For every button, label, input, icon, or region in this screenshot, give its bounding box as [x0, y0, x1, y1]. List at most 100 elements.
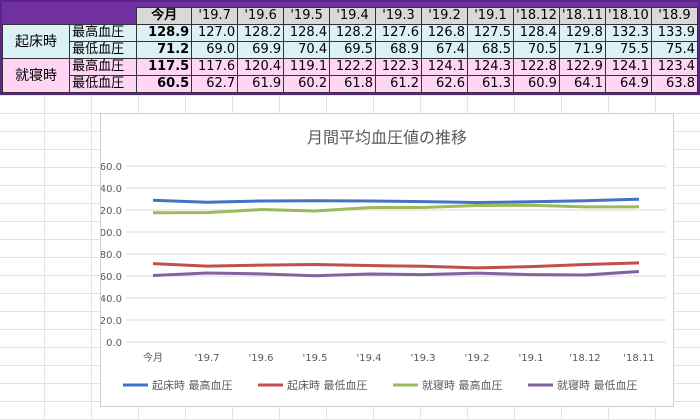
value-cell[interactable]: 117.6 [191, 58, 239, 76]
value-cell[interactable]: 70.5 [512, 41, 560, 59]
value-cell[interactable]: 122.8 [512, 58, 560, 76]
value-cell[interactable]: 122.9 [558, 58, 606, 76]
value-cell[interactable]: 123.4 [650, 58, 699, 76]
summary-table-area: 今月 '19.7'19.6'19.5'19.4'19.3'19.2'19.1'18… [0, 0, 700, 95]
x-tick-label: '19.1 [518, 353, 543, 364]
value-cell[interactable]: 133.9 [650, 24, 699, 42]
row-label: 最低血圧 [69, 41, 138, 59]
value-cell[interactable]: 68.9 [375, 41, 423, 59]
value-cell[interactable]: 64.1 [558, 75, 606, 93]
blood-pressure-table: 今月 '19.7'19.6'19.5'19.4'19.3'19.2'19.1'18… [1, 7, 699, 93]
value-cell[interactable]: 117.5 [136, 58, 193, 76]
value-cell[interactable]: 64.9 [604, 75, 652, 93]
month-header[interactable]: '18.12 [512, 7, 560, 25]
month-header[interactable]: '19.4 [329, 7, 377, 25]
value-cell[interactable]: 124.3 [467, 58, 514, 76]
series-line[interactable] [152, 261, 640, 270]
month-header[interactable]: '18.10 [604, 7, 652, 25]
value-cell[interactable]: 70.4 [283, 41, 331, 59]
value-cell[interactable]: 69.0 [191, 41, 239, 59]
legend-label[interactable]: 起床時 最低血圧 [287, 378, 368, 392]
value-cell[interactable]: 127.6 [375, 24, 423, 42]
value-cell[interactable]: 60.2 [283, 75, 331, 93]
value-cell[interactable]: 62.6 [421, 75, 468, 93]
value-cell[interactable]: 75.5 [604, 41, 652, 59]
y-tick-label: 160.0 [101, 162, 122, 173]
value-cell[interactable]: 120.4 [237, 58, 285, 76]
x-tick-label: 今月 [143, 351, 163, 364]
value-cell[interactable]: 128.4 [512, 24, 560, 42]
group-label: 就寝時 [1, 58, 71, 93]
line-chart[interactable]: 月間平均血圧値の推移 0.0 20.0 40.0 60.0 80.0 100.0 120.0 1… [100, 113, 674, 407]
legend-label[interactable]: 就寝時 最低血圧 [557, 378, 638, 392]
y-tick-label: 120.0 [101, 206, 122, 217]
month-header[interactable]: 今月 [136, 7, 193, 25]
value-cell[interactable]: 126.8 [421, 24, 468, 42]
row-label: 最高血圧 [69, 24, 138, 42]
value-cell[interactable]: 71.2 [136, 41, 193, 59]
x-tick-label: '19.6 [248, 353, 273, 364]
value-cell[interactable]: 128.2 [237, 24, 285, 42]
table-row: 就寝時 最高血圧 117.5 117.6 120.4 119.1 122.2 122.3 124… [1, 58, 699, 93]
x-tick-label: '18.12 [569, 353, 600, 364]
value-cell[interactable]: 63.8 [650, 75, 699, 93]
value-cell[interactable]: 69.5 [329, 41, 377, 59]
value-cell[interactable]: 60.9 [512, 75, 560, 93]
legend-label[interactable]: 起床時 最高血圧 [152, 378, 233, 392]
value-cell[interactable]: 61.8 [329, 75, 377, 93]
value-cell[interactable]: 122.3 [375, 58, 423, 76]
table-row: 最低血圧 60.5 62.7 61.9 60.2 61.8 61.2 62.6 61.3 60.9… [3, 75, 699, 93]
value-cell[interactable]: 61.9 [237, 75, 285, 93]
y-tick-label: 0.0 [106, 338, 122, 349]
value-cell[interactable]: 122.2 [329, 58, 377, 76]
y-tick-label: 20.0 [101, 316, 122, 327]
value-cell[interactable]: 119.1 [283, 58, 331, 76]
value-cell[interactable]: 67.4 [421, 41, 468, 59]
legend-label[interactable]: 就寝時 最高血圧 [422, 378, 503, 392]
y-tick-label: 100.0 [101, 228, 122, 239]
month-header[interactable]: '19.2 [421, 7, 468, 25]
month-header[interactable]: '19.7 [191, 7, 239, 25]
value-cell[interactable]: 129.8 [558, 24, 606, 42]
value-cell[interactable]: 127.0 [191, 24, 239, 42]
group-label: 起床時 [1, 24, 71, 59]
x-tick-label: '19.3 [410, 353, 435, 364]
x-tick-label: '19.5 [302, 353, 327, 364]
value-cell[interactable]: 60.5 [136, 75, 193, 93]
value-cell[interactable]: 124.1 [421, 58, 468, 76]
value-cell[interactable]: 62.7 [191, 75, 239, 93]
month-header[interactable]: '18.9 [650, 7, 699, 25]
corner-cell [3, 8, 137, 25]
value-cell[interactable]: 128.4 [283, 24, 331, 42]
series-line[interactable] [152, 269, 640, 278]
x-tick-label: '18.11 [623, 353, 654, 364]
table-row: 最低血圧 71.2 69.0 69.9 70.4 69.5 68.9 67.4 68.5 70.5… [3, 41, 699, 59]
value-cell[interactable]: 68.5 [467, 41, 514, 59]
month-header[interactable]: '18.11 [558, 7, 606, 25]
x-tick-label: '19.2 [464, 353, 489, 364]
x-tick-label: '19.7 [194, 353, 219, 364]
month-header[interactable]: '19.5 [283, 7, 331, 25]
x-tick-label: '19.4 [356, 353, 381, 364]
series-line[interactable] [152, 197, 640, 205]
row-label: 最低血圧 [69, 75, 138, 93]
value-cell[interactable]: 132.3 [604, 24, 652, 42]
value-cell[interactable]: 61.3 [467, 75, 514, 93]
month-header[interactable]: '19.1 [467, 7, 514, 25]
value-cell[interactable]: 69.9 [237, 41, 285, 59]
y-tick-label: 80.0 [101, 250, 122, 261]
value-cell[interactable]: 71.9 [558, 41, 606, 59]
value-cell[interactable]: 127.5 [467, 24, 514, 42]
table-row: 起床時 最高血圧 128.9 127.0 128.2 128.4 128.2 127.6 126… [1, 24, 699, 59]
value-cell[interactable]: 128.9 [136, 24, 193, 42]
month-header[interactable]: '19.3 [375, 7, 423, 25]
month-header[interactable]: '19.6 [237, 7, 285, 25]
value-cell[interactable]: 61.2 [375, 75, 423, 93]
series-line[interactable] [152, 203, 640, 215]
row-label: 最高血圧 [69, 58, 138, 76]
value-cell[interactable]: 124.1 [604, 58, 652, 76]
value-cell[interactable]: 128.2 [329, 24, 377, 42]
y-tick-label: 60.0 [101, 272, 122, 283]
value-cell[interactable]: 75.4 [650, 41, 699, 59]
chart-title: 月間平均血圧値の推移 [307, 128, 467, 147]
